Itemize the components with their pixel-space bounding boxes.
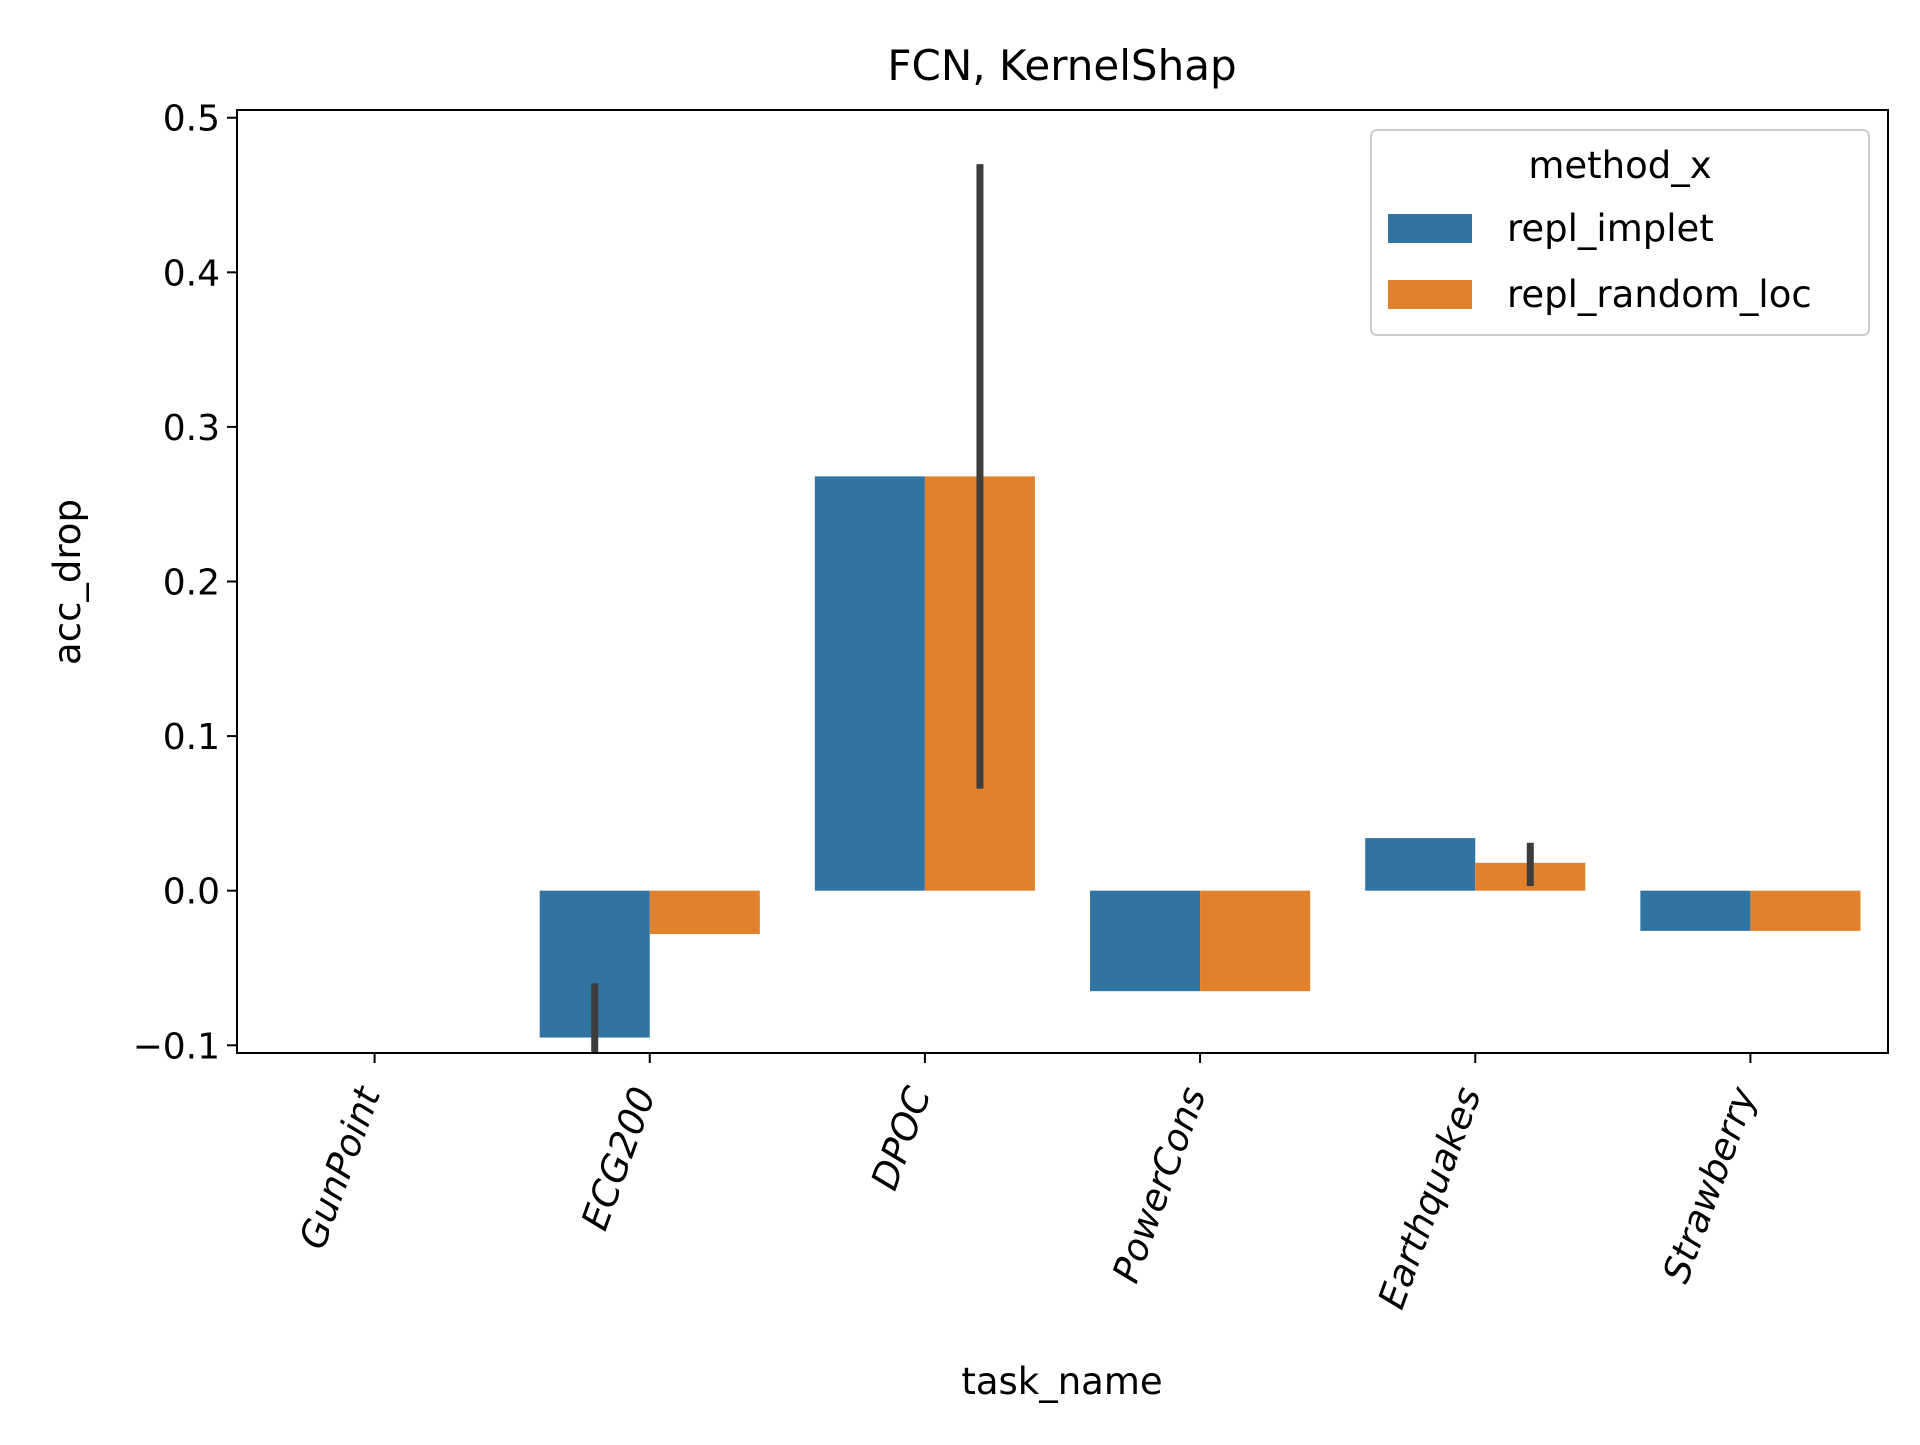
bar-repl-implet-earthquakes bbox=[1365, 838, 1476, 891]
y-tick-label: 0.4 bbox=[163, 253, 220, 294]
legend-label-repl-implet: repl_implet bbox=[1507, 207, 1714, 250]
x-tick-label: DPOC bbox=[863, 1081, 940, 1195]
x-tick-label: GunPoint bbox=[291, 1080, 390, 1255]
chart-title: FCN, KernelShap bbox=[887, 41, 1236, 90]
y-axis-label: acc_drop bbox=[46, 499, 89, 665]
x-tick-label: PowerCons bbox=[1104, 1081, 1214, 1288]
x-tick-label: Earthquakes bbox=[1370, 1081, 1490, 1314]
y-tick-label: −0.1 bbox=[133, 1026, 220, 1067]
bar-repl-random-loc-strawberry bbox=[1750, 890, 1861, 931]
y-tick-label: 0.5 bbox=[163, 99, 220, 140]
y-tick-label: 0.2 bbox=[163, 563, 220, 604]
x-tick-label: Strawberry bbox=[1654, 1080, 1765, 1288]
bar-repl-implet-strawberry bbox=[1640, 890, 1751, 931]
legend-label-repl-random-loc: repl_random_loc bbox=[1507, 273, 1812, 316]
bar-repl-implet-dpoc bbox=[814, 476, 925, 891]
y-tick-label: 0.0 bbox=[163, 872, 220, 913]
error-bars-layer bbox=[591, 164, 1534, 1053]
y-axis: −0.1 0.0 0.1 0.2 0.3 0.4 0.5 bbox=[133, 99, 237, 1067]
legend-swatch-repl-implet bbox=[1388, 214, 1472, 243]
y-tick-label: 0.1 bbox=[163, 717, 220, 758]
bar-repl-random-loc-powercons bbox=[1200, 890, 1311, 992]
bar-repl-implet-powercons bbox=[1090, 890, 1201, 992]
legend: method_x repl_implet repl_random_loc bbox=[1370, 129, 1870, 336]
x-tick-label: ECG200 bbox=[573, 1081, 664, 1235]
y-tick-label: 0.3 bbox=[163, 408, 220, 449]
bar-repl-random-loc-ecg200 bbox=[649, 890, 760, 934]
legend-box bbox=[1370, 129, 1870, 336]
x-axis-label: task_name bbox=[961, 1360, 1162, 1403]
bars-layer bbox=[539, 476, 1861, 1038]
legend-swatch-repl-random-loc bbox=[1388, 280, 1472, 309]
legend-title: method_x bbox=[1528, 144, 1711, 187]
x-axis: GunPoint ECG200 DPOC PowerCons Earthquakes St… bbox=[291, 1053, 1765, 1314]
